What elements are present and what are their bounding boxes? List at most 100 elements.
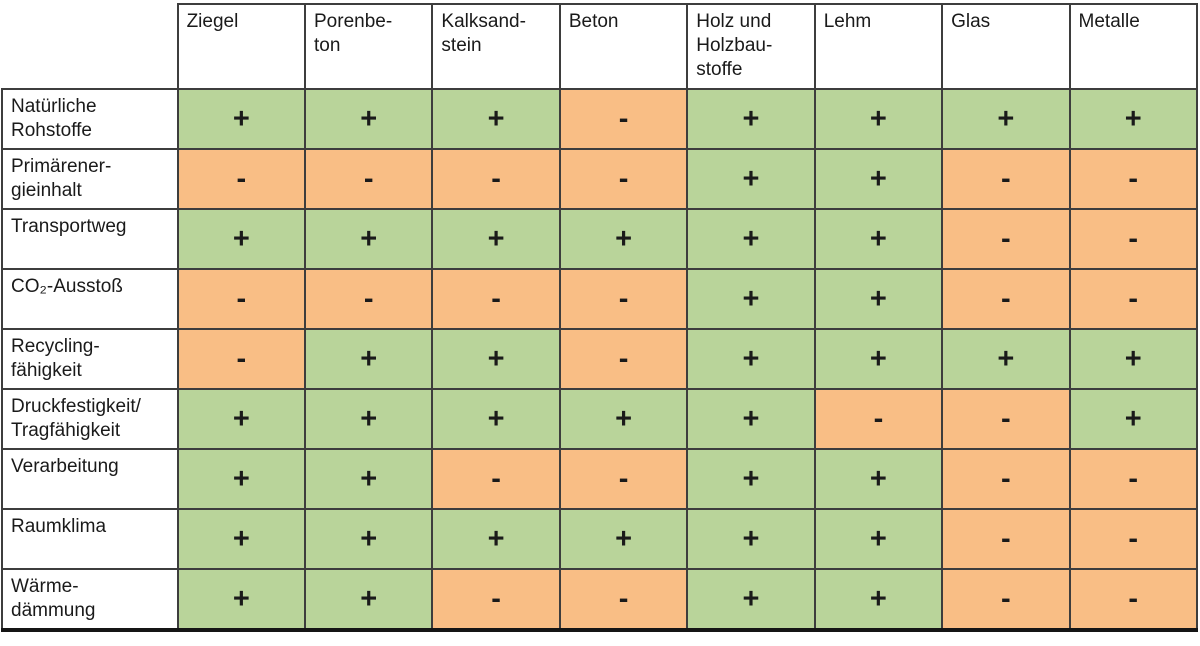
- value-cell: -: [176, 268, 307, 330]
- value-cell: -: [1068, 268, 1199, 330]
- value-cell: +: [686, 508, 816, 570]
- column-header-ziegel: Ziegel: [176, 3, 307, 90]
- value-cell: +: [686, 388, 816, 450]
- corner-cell: [2, 4, 178, 89]
- row-label: CO₂-Ausstoß: [1, 268, 179, 330]
- value-cell: +: [303, 328, 434, 390]
- value-cell: +: [813, 448, 944, 510]
- table-row: Verarbeitung + + - - + + - -: [1, 448, 1199, 510]
- value-cell: -: [303, 148, 434, 210]
- value-cell: +: [176, 388, 307, 450]
- value-cell: +: [813, 328, 944, 390]
- value-cell: +: [176, 208, 307, 270]
- value-cell: +: [303, 208, 434, 270]
- value-cell: -: [558, 568, 689, 631]
- table-row: Primärener- gieinhalt - - - - + + - -: [1, 148, 1199, 210]
- row-label: Verarbeitung: [1, 448, 179, 510]
- value-cell: +: [1068, 328, 1199, 390]
- value-cell: -: [1068, 148, 1199, 210]
- value-cell: +: [686, 88, 816, 150]
- value-cell: -: [558, 268, 689, 330]
- value-cell: +: [558, 388, 689, 450]
- value-cell: -: [1068, 508, 1199, 570]
- row-label: Recycling- fähigkeit: [1, 328, 179, 390]
- value-cell: +: [431, 388, 561, 450]
- table-row: CO₂-Ausstoß - - - - + + - -: [1, 268, 1199, 330]
- table-row: Druckfestigkeit/ Tragfähigkeit + + + + +…: [1, 388, 1199, 450]
- row-label: Wärme- dämmung: [1, 568, 179, 631]
- column-header-glas: Glas: [941, 3, 1071, 90]
- table-row: Wärme- dämmung + + - - + + - -: [1, 568, 1199, 631]
- column-header-porenbeton: Porenbe- ton: [303, 3, 434, 90]
- column-header-kalksandstein: Kalksand- stein: [431, 3, 561, 90]
- value-cell: +: [813, 148, 944, 210]
- table-row: Transportweg + + + + + + - -: [1, 208, 1199, 270]
- value-cell: -: [941, 268, 1071, 330]
- value-cell: -: [941, 568, 1071, 631]
- value-cell: -: [558, 448, 689, 510]
- value-cell: -: [431, 268, 561, 330]
- value-cell: -: [1068, 568, 1199, 631]
- value-cell: +: [686, 268, 816, 330]
- row-label: Druckfestigkeit/ Tragfähigkeit: [1, 388, 179, 450]
- value-cell: -: [941, 208, 1071, 270]
- value-cell: +: [558, 208, 689, 270]
- row-label: Transportweg: [1, 208, 179, 270]
- row-label: Primärener- gieinhalt: [1, 148, 179, 210]
- table-row: Recycling- fähigkeit - + + - + + + +: [1, 328, 1199, 390]
- table-row: Natürliche Rohstoffe + + + - + + + +: [1, 88, 1199, 150]
- value-cell: +: [303, 388, 434, 450]
- value-cell: -: [1068, 208, 1199, 270]
- value-cell: -: [431, 448, 561, 510]
- value-cell: -: [941, 148, 1071, 210]
- value-cell: +: [1068, 88, 1199, 150]
- comparison-matrix: Ziegel Porenbe- ton Kalksand- stein Beto…: [1, 3, 1199, 632]
- column-header-holz: Holz und Holzbau- stoffe: [686, 3, 816, 90]
- value-cell: +: [303, 568, 434, 631]
- value-cell: +: [303, 448, 434, 510]
- value-cell: +: [431, 328, 561, 390]
- value-cell: +: [813, 208, 944, 270]
- value-cell: +: [941, 88, 1071, 150]
- value-cell: +: [303, 508, 434, 570]
- value-cell: -: [1068, 448, 1199, 510]
- value-cell: -: [176, 148, 307, 210]
- value-cell: +: [176, 568, 307, 631]
- value-cell: +: [176, 88, 307, 150]
- value-cell: -: [558, 328, 689, 390]
- value-cell: -: [941, 448, 1071, 510]
- value-cell: +: [686, 448, 816, 510]
- value-cell: -: [813, 388, 944, 450]
- value-cell: +: [558, 508, 689, 570]
- value-cell: -: [941, 388, 1071, 450]
- value-cell: +: [941, 328, 1071, 390]
- column-header-metalle: Metalle: [1068, 3, 1199, 90]
- column-header-beton: Beton: [558, 3, 689, 90]
- header-row: Ziegel Porenbe- ton Kalksand- stein Beto…: [2, 3, 1199, 90]
- row-label: Natürliche Rohstoffe: [1, 88, 179, 150]
- value-cell: +: [431, 508, 561, 570]
- value-cell: -: [176, 328, 307, 390]
- value-cell: +: [686, 208, 816, 270]
- column-header-lehm: Lehm: [813, 3, 944, 90]
- value-cell: +: [176, 508, 307, 570]
- value-cell: -: [431, 568, 561, 631]
- value-cell: +: [303, 88, 434, 150]
- value-cell: +: [431, 88, 561, 150]
- table-row: Raumklima + + + + + + - -: [1, 508, 1199, 570]
- value-cell: -: [558, 148, 689, 210]
- value-cell: +: [431, 208, 561, 270]
- value-cell: -: [941, 508, 1071, 570]
- value-cell: -: [558, 88, 689, 150]
- value-cell: +: [813, 568, 944, 631]
- row-label: Raumklima: [1, 508, 179, 570]
- value-cell: +: [813, 508, 944, 570]
- value-cell: -: [303, 268, 434, 330]
- value-cell: +: [686, 568, 816, 631]
- value-cell: +: [686, 328, 816, 390]
- value-cell: +: [813, 88, 944, 150]
- value-cell: +: [686, 148, 816, 210]
- value-cell: +: [176, 448, 307, 510]
- value-cell: +: [1068, 388, 1199, 450]
